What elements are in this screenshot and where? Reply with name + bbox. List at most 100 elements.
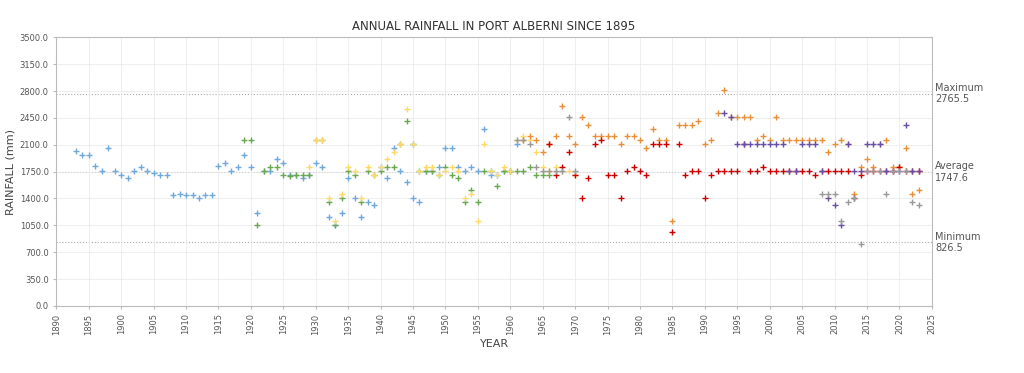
LUPSI CUPSI bbox=[465, 192, 477, 196]
CITY PORT ALBERNI bbox=[323, 199, 335, 204]
ROBERTSON CREEK bbox=[718, 88, 730, 93]
CITY PORT ALBERNI bbox=[368, 172, 380, 177]
CITY PORT ALBERNI bbox=[400, 119, 413, 123]
Line: CITY PORT ALBERNI: CITY PORT ALBERNI bbox=[241, 117, 553, 228]
LUPSI CUPSI bbox=[445, 165, 458, 169]
REDFORD - ALBERNI/WEATHER bbox=[887, 169, 899, 173]
LUPSI CUPSI bbox=[348, 169, 360, 173]
PORT ALBERNI (AUT) AIRPORT bbox=[861, 142, 873, 146]
PORT ALBERNI "A" SOMASS bbox=[912, 169, 925, 173]
CITY PORT ALBERNI bbox=[420, 169, 432, 173]
REDFORD - ALBERNI/WEATHER bbox=[848, 195, 860, 200]
ROBERTSON CREEK bbox=[517, 138, 529, 142]
LUPSI CUPSI bbox=[537, 165, 549, 169]
LUPSI CUPSI bbox=[504, 169, 516, 173]
LUPSI CUPSI bbox=[511, 138, 523, 142]
LUPSI CUPSI bbox=[556, 169, 568, 173]
X-axis label: YEAR: YEAR bbox=[479, 339, 509, 349]
CITY PORT ALBERNI bbox=[284, 174, 296, 178]
REDFORD - ALBERNI/WEATHER bbox=[543, 169, 555, 173]
CITY PORT ALBERNI bbox=[433, 172, 445, 177]
REDFORD - ALBERNI/WEATHER bbox=[881, 192, 893, 196]
PORT ALBERNI "A" SOMASS bbox=[900, 169, 912, 173]
CITY PORT ALBERNI bbox=[511, 169, 523, 173]
BEAVER CREEK bbox=[511, 142, 523, 146]
CITY PORT ALBERNI bbox=[297, 172, 309, 177]
REDFORD - ALBERNI/WEATHER bbox=[842, 199, 854, 204]
LUPSI CUPSI bbox=[420, 165, 432, 169]
LUPSI CUPSI bbox=[387, 150, 399, 154]
BEAVER CREEK bbox=[504, 169, 516, 173]
BEAVER CREEK bbox=[414, 199, 426, 204]
BEAVER CREEK bbox=[102, 145, 115, 150]
CITY PORT ALBERNI bbox=[445, 172, 458, 177]
PORT ALBERNI (AUT) AIRPORT bbox=[803, 142, 815, 146]
CITY PORT ALBERNI bbox=[407, 142, 419, 146]
PORT ALBERNI "A" SOMASS bbox=[828, 169, 841, 173]
CITY PORT ALBERNI bbox=[426, 169, 438, 173]
Line: BEAVER CREEK: BEAVER CREEK bbox=[73, 125, 520, 228]
LUPSI CUPSI bbox=[342, 165, 354, 169]
Line: PORT ALBERNI "A" SOMASS: PORT ALBERNI "A" SOMASS bbox=[546, 137, 923, 236]
ROBERTSON CREEK bbox=[667, 219, 679, 223]
REDFORD - ALBERNI/WEATHER bbox=[537, 169, 549, 173]
LUPSI CUPSI bbox=[472, 219, 484, 223]
LUPSI CUPSI bbox=[375, 165, 387, 169]
LUPSI CUPSI bbox=[523, 138, 536, 142]
LUPSI CUPSI bbox=[439, 169, 452, 173]
REDFORD - ALBERNI/WEATHER bbox=[550, 169, 562, 173]
PORT ALBERNI (AUT) AIRPORT bbox=[757, 142, 769, 146]
LUPSI CUPSI bbox=[484, 169, 497, 173]
PORT ALBERNI (AUT) AIRPORT bbox=[815, 169, 827, 173]
PORT ALBERNI (AUT) AIRPORT bbox=[731, 142, 743, 146]
PORT ALBERNI (AUT) AIRPORT bbox=[881, 169, 893, 173]
Line: LUPSI CUPSI: LUPSI CUPSI bbox=[306, 106, 579, 224]
BEAVER CREEK bbox=[329, 222, 341, 227]
CITY PORT ALBERNI bbox=[414, 169, 426, 173]
LUPSI CUPSI bbox=[459, 195, 471, 200]
PORT ALBERNI (AUT) AIRPORT bbox=[744, 142, 757, 146]
PORT ALBERNI (AUT) AIRPORT bbox=[848, 169, 860, 173]
LUPSI CUPSI bbox=[530, 150, 543, 154]
REDFORD - ALBERNI/WEATHER bbox=[569, 169, 582, 173]
PORT ALBERNI (AUT) AIRPORT bbox=[912, 169, 925, 173]
PORT ALBERNI (AUT) AIRPORT bbox=[725, 115, 737, 119]
BEAVER CREEK bbox=[141, 169, 154, 173]
BEAVER CREEK bbox=[154, 173, 166, 178]
PORT ALBERNI (AUT) AIRPORT bbox=[842, 142, 854, 146]
ROBERTSON CREEK bbox=[550, 134, 562, 138]
CITY PORT ALBERNI bbox=[530, 172, 543, 177]
CITY PORT ALBERNI bbox=[336, 195, 348, 200]
PORT ALBERNI "A" SOMASS bbox=[640, 172, 652, 177]
CITY PORT ALBERNI bbox=[492, 184, 504, 188]
ROBERTSON CREEK bbox=[621, 134, 633, 138]
REDFORD - ALBERNI/WEATHER bbox=[867, 169, 880, 173]
REDFORD - ALBERNI/WEATHER bbox=[511, 138, 523, 142]
CITY PORT ALBERNI bbox=[387, 165, 399, 169]
CITY PORT ALBERNI bbox=[342, 169, 354, 173]
CITY PORT ALBERNI bbox=[504, 169, 516, 173]
PORT ALBERNI (AUT) AIRPORT bbox=[893, 169, 905, 173]
LUPSI CUPSI bbox=[433, 172, 445, 177]
CITY PORT ALBERNI bbox=[303, 172, 315, 177]
CITY PORT ALBERNI bbox=[264, 165, 276, 169]
CITY PORT ALBERNI bbox=[270, 165, 283, 169]
CITY PORT ALBERNI bbox=[472, 199, 484, 204]
CITY PORT ALBERNI bbox=[517, 169, 529, 173]
PORT ALBERNI (AUT) AIRPORT bbox=[737, 142, 750, 146]
REDFORD - ALBERNI/WEATHER bbox=[873, 169, 886, 173]
REDFORD - ALBERNI/WEATHER bbox=[835, 219, 847, 223]
CITY PORT ALBERNI bbox=[543, 172, 555, 177]
CITY PORT ALBERNI bbox=[290, 172, 302, 177]
LUPSI CUPSI bbox=[394, 142, 407, 146]
PORT ALBERNI (AUT) AIRPORT bbox=[770, 142, 782, 146]
Text: Average
1747.6: Average 1747.6 bbox=[935, 161, 975, 182]
CITY PORT ALBERNI bbox=[361, 169, 374, 173]
REDFORD - ALBERNI/WEATHER bbox=[822, 192, 835, 196]
CITY PORT ALBERNI bbox=[375, 169, 387, 173]
LUPSI CUPSI bbox=[569, 172, 582, 177]
LUPSI CUPSI bbox=[407, 142, 419, 146]
PORT ALBERNI (AUT) AIRPORT bbox=[906, 169, 919, 173]
BEAVER CREEK bbox=[478, 126, 490, 131]
CITY PORT ALBERNI bbox=[439, 165, 452, 169]
